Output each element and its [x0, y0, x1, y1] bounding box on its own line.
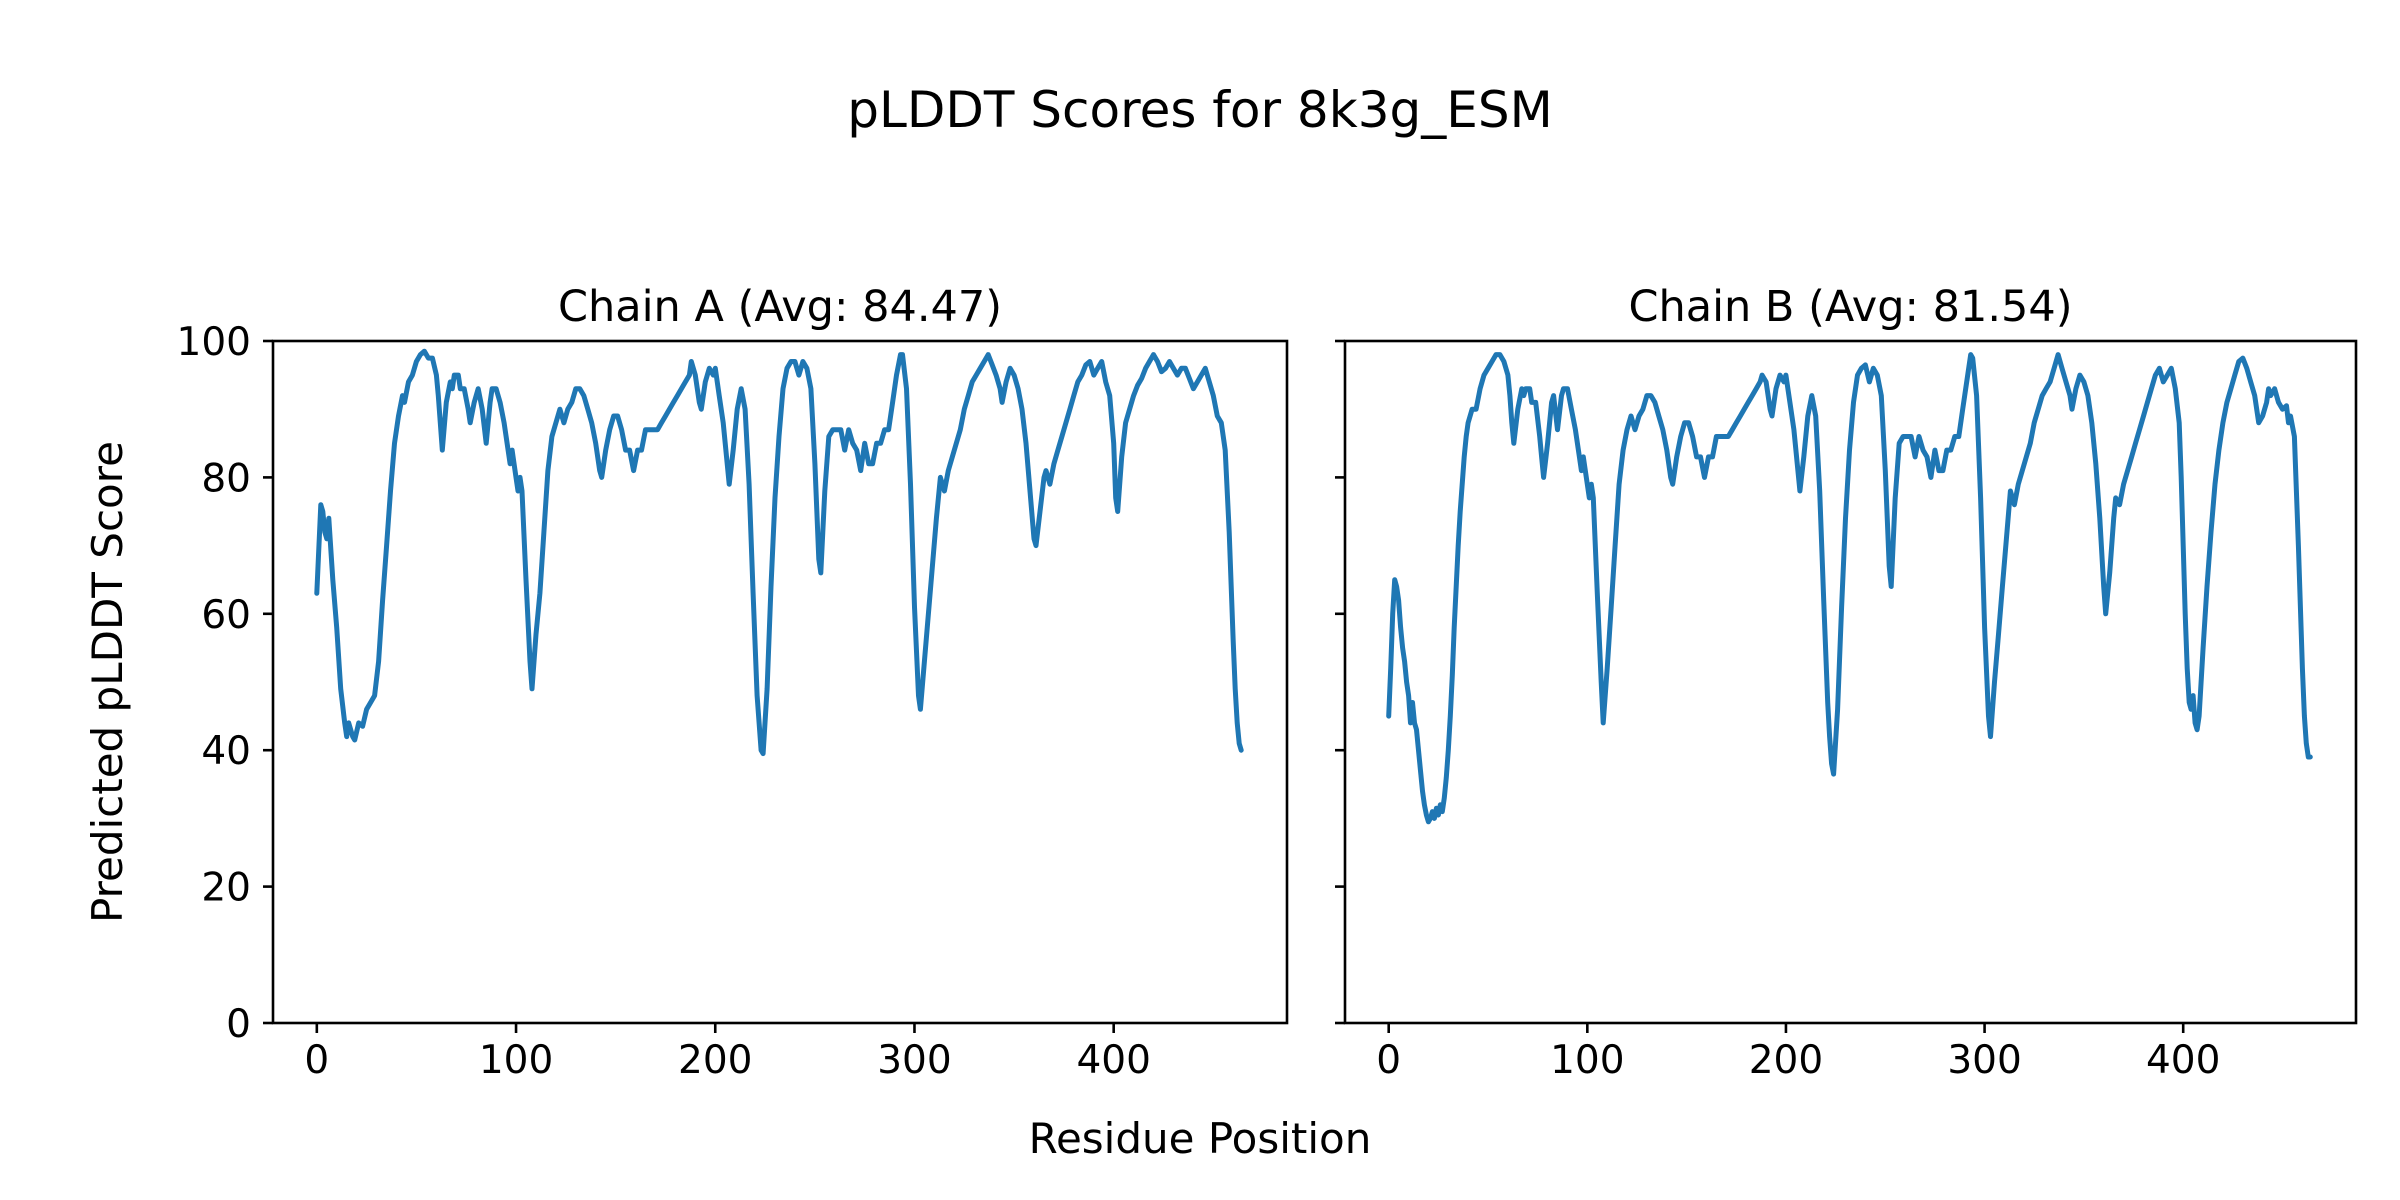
x-tick-label: 0 — [1376, 1038, 1401, 1083]
x-axis-label: Residue Position — [1028, 1114, 1372, 1163]
x-tick-label: 300 — [877, 1038, 951, 1083]
y-tick-label: 80 — [201, 456, 251, 501]
x-tick-label: 400 — [2146, 1038, 2220, 1083]
y-tick-label: 60 — [201, 593, 251, 638]
plddt-line-chain-B — [1386, 352, 2313, 825]
figure-title: pLDDT Scores for 8k3g_ESM — [847, 81, 1553, 139]
x-tick-label: 100 — [1550, 1038, 1624, 1083]
x-tick-label: 400 — [1076, 1038, 1150, 1083]
x-tick-label: 200 — [1749, 1038, 1823, 1083]
y-tick-label: 100 — [177, 320, 251, 365]
y-tick-label: 0 — [226, 1002, 251, 1047]
x-tick-label: 300 — [1947, 1038, 2021, 1083]
x-tick-label: 100 — [479, 1038, 553, 1083]
x-tick-label: 0 — [304, 1038, 329, 1083]
y-tick-label: 40 — [201, 729, 251, 774]
axes-spines — [271, 339, 1289, 1025]
y-tick-label: 20 — [201, 866, 251, 911]
axes-spines — [1343, 339, 2358, 1025]
plddt-line-chain-A — [314, 348, 1244, 757]
chain-a-subplot-title: Chain A (Avg: 84.47) — [557, 282, 1003, 332]
x-tick-label: 200 — [678, 1038, 752, 1083]
chain-b-subplot-title: Chain B (Avg: 81.54) — [1628, 282, 2073, 332]
